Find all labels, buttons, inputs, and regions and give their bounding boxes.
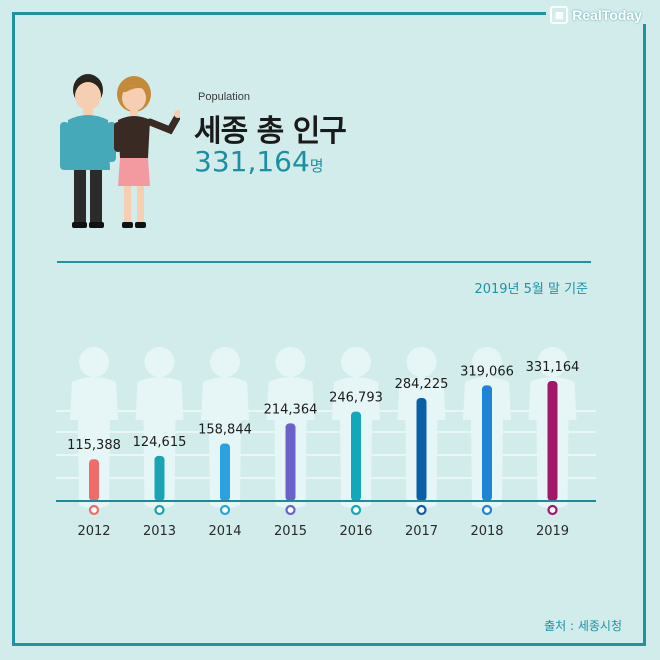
- total-population-value: 331,164: [194, 145, 310, 178]
- header-label: Population: [198, 91, 250, 103]
- tick-label-2019: 2019: [536, 524, 569, 539]
- value-label-2014: 158,844: [198, 422, 252, 437]
- tick-label-2012: 2012: [77, 524, 110, 539]
- source-note: 출처 : 세종시청: [544, 619, 622, 633]
- marker-2016: [350, 504, 362, 516]
- person-silhouette-head-2012: [79, 347, 109, 377]
- person-silhouette-head-2017: [406, 347, 437, 377]
- value-label-2012: 115,388: [67, 438, 121, 453]
- tick-label-2018: 2018: [470, 524, 503, 539]
- total-population: 331,164명: [194, 145, 324, 178]
- marker-2015: [285, 504, 296, 516]
- realtoday-logo-icon: ▦: [550, 6, 569, 24]
- marker-2013: [154, 504, 165, 516]
- tick-label-2017: 2017: [405, 524, 438, 539]
- person-silhouette-head-2014: [210, 347, 240, 377]
- brand-logo: ▦ RealToday: [546, 6, 646, 24]
- total-population-unit: 명: [309, 157, 324, 175]
- value-label-2013: 124,615: [133, 435, 187, 450]
- person-silhouette-head-2018: [472, 347, 502, 377]
- basis-note: 2019년 5월 말 기준: [474, 282, 588, 297]
- bar-2015: [285, 423, 296, 501]
- value-label-2019: 331,164: [526, 360, 580, 375]
- marker-2019: [547, 504, 558, 516]
- person-silhouette-head-2013: [144, 347, 175, 377]
- page-title: 세종 총 인구: [194, 114, 347, 149]
- bar-2016: [351, 411, 361, 501]
- value-label-2018: 319,066: [460, 364, 514, 379]
- tick-label-2014: 2014: [208, 524, 241, 539]
- woman-figure: [114, 76, 180, 228]
- marker-2017: [416, 504, 427, 516]
- person-silhouette-head-2016: [341, 347, 371, 377]
- value-label-2016: 246,793: [329, 391, 383, 406]
- person-silhouette-2012: [70, 377, 118, 509]
- bar-2019: [547, 381, 558, 501]
- bar-2014: [220, 443, 230, 501]
- value-label-2015: 214,364: [264, 402, 318, 417]
- person-silhouette-2014: [201, 377, 249, 509]
- tick-label-2013: 2013: [143, 524, 176, 539]
- bar-2017: [416, 398, 427, 501]
- bar-2013: [154, 455, 165, 501]
- marker-2014: [219, 504, 231, 516]
- marker-2012: [88, 504, 100, 516]
- couple-illustration: [60, 74, 180, 228]
- man-figure: [60, 74, 116, 228]
- tick-label-2016: 2016: [339, 524, 372, 539]
- brand-name: RealToday: [572, 7, 642, 23]
- person-silhouette-head-2019: [537, 347, 568, 377]
- frame-border: [12, 12, 646, 646]
- tick-label-2015: 2015: [274, 524, 307, 539]
- value-label-2017: 284,225: [395, 377, 449, 392]
- marker-2018: [481, 504, 493, 516]
- section-divider: [57, 261, 591, 263]
- bar-2018: [482, 385, 492, 501]
- bar-2012: [89, 459, 99, 501]
- person-silhouette-head-2015: [275, 347, 306, 377]
- person-silhouette-2013: [135, 377, 184, 509]
